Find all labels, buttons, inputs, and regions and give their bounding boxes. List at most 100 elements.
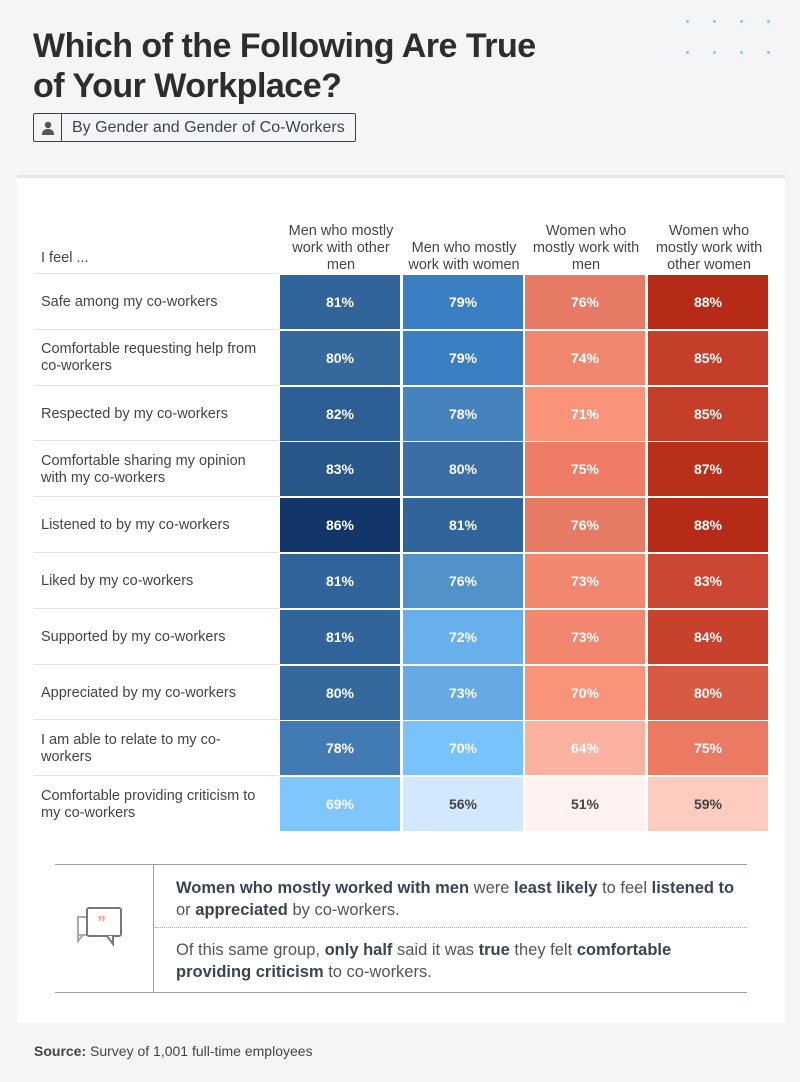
heatmap-cell: 81% [403, 498, 523, 553]
heatmap-cell: 59% [648, 777, 768, 832]
heatmap-cell: 64% [525, 721, 645, 776]
finding-text: only half [324, 941, 393, 959]
source-text: Survey of 1,001 full-time employees [86, 1043, 313, 1059]
heatmap-cell: 84% [648, 609, 768, 664]
heatmap-cell: 81% [280, 275, 400, 329]
heatmap-cell: 85% [648, 330, 768, 385]
row-label: Comfortable providing criticism to my co… [41, 787, 256, 821]
svg-text:”: ” [97, 913, 106, 933]
row-divider [34, 384, 279, 386]
finding-text: by co-workers. [287, 901, 400, 919]
heatmap-cell: 81% [280, 554, 400, 608]
person-icon [34, 114, 62, 141]
title-line-1: Which of the Following Are True [33, 27, 536, 65]
subtitle: By Gender and Gender of Co-Workers [72, 118, 345, 136]
finding-text: said it was [392, 941, 479, 959]
decorative-dots [686, 20, 776, 60]
heatmap-cell: 87% [648, 442, 768, 497]
row-label: Comfortable requesting help from co-work… [41, 341, 257, 375]
finding-text: they felt [509, 941, 577, 959]
row-header: I feel ... [41, 250, 89, 266]
dot [713, 20, 716, 23]
heatmap-cell: 76% [525, 498, 645, 553]
heatmap-cell: 81% [280, 609, 400, 664]
source-label: Source: [34, 1043, 87, 1059]
column-header: Women who mostly work with men [532, 223, 640, 273]
column-header: Women who mostly work with other women [655, 223, 763, 273]
heatmap-cell: 51% [525, 777, 645, 832]
subtitle-box: By Gender and Gender of Co-Workers [33, 113, 356, 142]
page-title: Which of the Following Are True of Your W… [33, 26, 536, 106]
heatmap-cell: 70% [525, 665, 645, 720]
heatmap-cell: 73% [403, 665, 523, 720]
row-divider [34, 607, 279, 609]
dot [713, 51, 716, 54]
finding-text: to feel [597, 879, 652, 897]
row-label: Listened to by my co-workers [41, 517, 230, 534]
finding-text: appreciated [195, 901, 288, 919]
finding-text: comfortable providing criticism [176, 941, 672, 981]
heatmap-cell: 72% [403, 609, 523, 664]
heatmap-cell: 86% [280, 498, 400, 553]
heatmap-cell: 83% [280, 442, 400, 497]
heatmap-cell: 79% [403, 330, 523, 385]
dot [767, 20, 770, 23]
heatmap-cell: 75% [525, 442, 645, 497]
heatmap-cell: 70% [403, 721, 523, 776]
heatmap-cell: 69% [280, 777, 400, 832]
row-label: Supported by my co-workers [41, 628, 226, 645]
heatmap-cell: 74% [525, 330, 645, 385]
title-line-2: of Your Workplace? [33, 67, 342, 105]
heatmap-cell: 78% [403, 386, 523, 441]
heatmap-cell: 88% [648, 498, 768, 553]
dot [767, 51, 770, 54]
heatmap-cell: 83% [648, 554, 768, 608]
dot [740, 51, 743, 54]
heatmap-cell: 88% [648, 275, 768, 329]
dot [686, 20, 689, 23]
row-divider [34, 328, 279, 330]
column-header: Men who mostly work with other men [288, 223, 394, 273]
heatmap-cell: 78% [280, 721, 400, 776]
finding-text: or [176, 901, 196, 919]
dotted-divider [155, 927, 747, 928]
row-divider [34, 552, 279, 553]
heatmap-cell: 73% [525, 554, 645, 608]
heatmap-cell: 80% [280, 665, 400, 720]
heatmap-cell: 73% [525, 609, 645, 664]
heatmap-cell: 71% [525, 386, 645, 441]
row-divider [34, 440, 279, 442]
row-label: Appreciated by my co-workers [41, 684, 237, 701]
finding-1: Women who mostly worked with men were le… [176, 877, 736, 921]
heatmap-card: I feel ... Men who mostly work with othe… [17, 175, 785, 1023]
row-divider [34, 273, 279, 274]
heatmap-cell: 56% [403, 777, 523, 832]
finding-text: least likely [514, 879, 598, 897]
heatmap-cell: 76% [403, 554, 523, 608]
row-label: Respected by my co-workers [41, 405, 228, 422]
row-divider [34, 496, 279, 498]
row-divider [34, 663, 279, 665]
heatmap-cell: 79% [403, 275, 523, 329]
finding-text: true [478, 941, 510, 959]
finding-text: were [469, 879, 514, 897]
row-label: I am able to relate to my co-workers [41, 731, 221, 765]
heatmap-cell: 76% [525, 275, 645, 329]
finding-2: Of this same group, only half said it wa… [176, 939, 736, 983]
row-label: Liked by my co-workers [41, 573, 194, 589]
key-findings: ” Women who mostly worked with men were … [55, 864, 747, 993]
row-label: Safe among my co-workers [41, 294, 218, 310]
finding-text: listened to [651, 879, 735, 897]
column-header: Men who mostly work with women [408, 240, 520, 273]
finding-text: to co-workers. [323, 963, 432, 981]
heatmap-cell: 85% [648, 386, 768, 441]
heatmap-cell: 80% [403, 442, 523, 497]
row-label: Comfortable sharing my opinion with my c… [41, 452, 246, 486]
row-divider [34, 719, 279, 721]
quote-bubbles-icon: ” [75, 905, 127, 958]
finding-text: Of this same group, [176, 941, 325, 959]
heatmap-cell: 80% [648, 665, 768, 720]
dot [686, 51, 689, 54]
dot [740, 20, 743, 23]
finding-text: Women who mostly worked with men [176, 879, 470, 897]
